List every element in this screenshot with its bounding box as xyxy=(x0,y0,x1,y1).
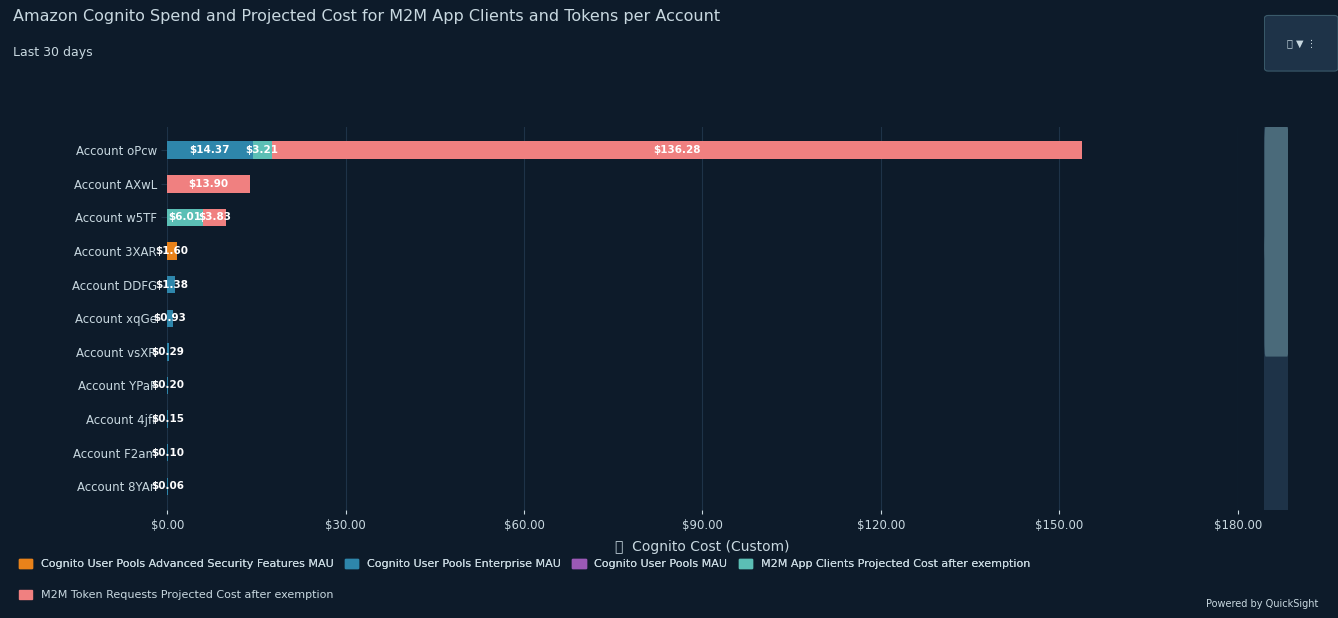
Text: $6.01: $6.01 xyxy=(169,213,202,222)
FancyBboxPatch shape xyxy=(1264,127,1288,261)
FancyBboxPatch shape xyxy=(1264,15,1338,71)
Text: $0.93: $0.93 xyxy=(154,313,186,323)
Bar xyxy=(167,276,175,294)
Bar xyxy=(167,310,173,327)
Text: $1.38: $1.38 xyxy=(155,280,187,290)
Bar xyxy=(167,175,250,193)
Text: $13.90: $13.90 xyxy=(189,179,229,189)
Text: $0.10: $0.10 xyxy=(151,447,185,458)
Bar xyxy=(253,142,272,159)
Bar xyxy=(167,242,177,260)
Text: Powered by QuickSight: Powered by QuickSight xyxy=(1206,599,1318,609)
Text: $0.06: $0.06 xyxy=(151,481,183,491)
Bar xyxy=(272,142,1082,159)
Text: $0.20: $0.20 xyxy=(151,381,185,391)
X-axis label: 🔃  Cognito Cost (Custom): 🔃 Cognito Cost (Custom) xyxy=(615,540,789,554)
Text: $3.83: $3.83 xyxy=(198,213,231,222)
Bar xyxy=(167,142,253,159)
FancyBboxPatch shape xyxy=(1264,234,1288,357)
Legend: Cognito User Pools Advanced Security Features MAU, Cognito User Pools Enterprise: Cognito User Pools Advanced Security Fea… xyxy=(19,559,1030,569)
Text: $0.29: $0.29 xyxy=(151,347,185,357)
Text: Amazon Cognito Spend and Projected Cost for M2M App Clients and Tokens per Accou: Amazon Cognito Spend and Projected Cost … xyxy=(13,9,720,24)
Text: $0.15: $0.15 xyxy=(151,414,185,424)
Text: $136.28: $136.28 xyxy=(653,145,701,155)
Text: $1.60: $1.60 xyxy=(155,246,189,256)
Text: Last 30 days: Last 30 days xyxy=(13,46,94,59)
Legend: M2M Token Requests Projected Cost after exemption: M2M Token Requests Projected Cost after … xyxy=(19,590,333,600)
Bar xyxy=(203,209,226,226)
Text: $3.21: $3.21 xyxy=(246,145,278,155)
Bar xyxy=(167,343,169,361)
Text: $14.37: $14.37 xyxy=(190,145,230,155)
Text: ⛶ ▼ ⋮: ⛶ ▼ ⋮ xyxy=(1287,38,1315,48)
Bar xyxy=(167,209,203,226)
